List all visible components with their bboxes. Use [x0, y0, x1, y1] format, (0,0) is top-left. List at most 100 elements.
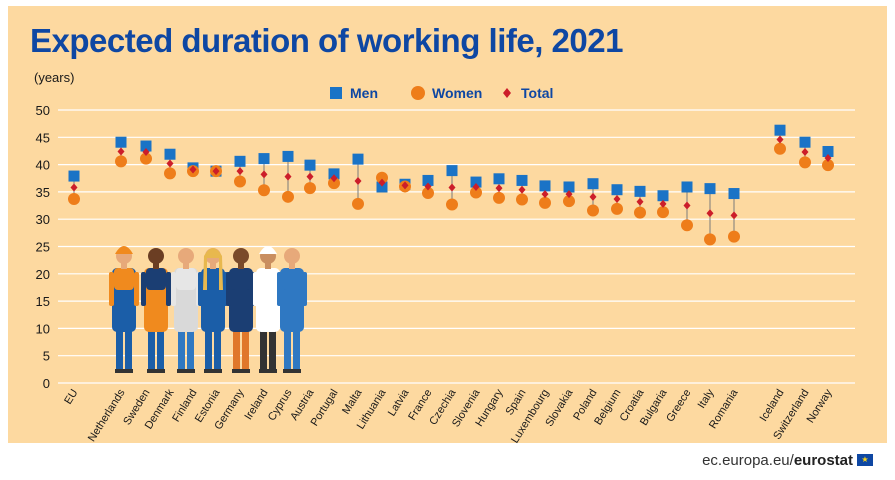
men-marker: [352, 153, 364, 165]
total-marker: [541, 190, 549, 199]
legend-label: Men: [350, 85, 378, 101]
women-marker: [446, 198, 458, 211]
men-marker: [822, 145, 834, 157]
chart-title: Expected duration of working life, 2021: [30, 22, 623, 59]
x-tick-label: Greece: [664, 387, 693, 424]
women-marker: [258, 184, 270, 197]
total-marker: [378, 178, 386, 187]
y-tick-label: 10: [36, 321, 50, 336]
total-marker: [565, 190, 573, 199]
women-marker: [634, 206, 646, 219]
women-marker: [516, 193, 528, 206]
total-marker: [284, 172, 292, 181]
women-marker: [282, 190, 294, 203]
y-tick-label: 45: [36, 130, 50, 145]
y-tick-label: 5: [43, 349, 50, 364]
total-marker: [70, 183, 78, 192]
total-marker: [472, 182, 480, 191]
y-tick-label: 15: [36, 294, 50, 309]
y-axis-unit-label: (years): [34, 70, 75, 85]
total-marker: [495, 184, 503, 193]
y-tick-label: 25: [36, 240, 50, 255]
total-marker: [401, 181, 409, 190]
worker-figure: [109, 246, 139, 373]
women-marker: [704, 233, 716, 246]
total-marker: [189, 165, 197, 174]
workers-illustration: [109, 246, 307, 373]
legend-men-symbol: [330, 87, 342, 99]
women-marker: [611, 202, 623, 215]
total-marker: [448, 183, 456, 192]
women-marker: [470, 186, 482, 199]
grid-lines: [58, 109, 855, 384]
women-marker: [539, 196, 551, 209]
worker-figure: [277, 248, 307, 373]
y-tick-label: 40: [36, 158, 50, 173]
women-marker: [164, 167, 176, 180]
men-marker: [258, 153, 270, 165]
women-marker: [728, 230, 740, 243]
men-marker: [657, 190, 669, 202]
total-marker: [613, 194, 621, 203]
total-marker: [659, 199, 667, 208]
men-marker: [774, 124, 786, 136]
men-marker: [681, 181, 693, 193]
worker-figure: [171, 248, 201, 373]
women-marker: [115, 155, 127, 168]
men-marker: [493, 173, 505, 185]
y-tick-label: 50: [36, 103, 50, 118]
women-marker: [304, 182, 316, 195]
total-marker: [824, 154, 832, 163]
x-tick-labels: EU NetherlandsSwedenDenmarkFinlandEstonia…: [62, 386, 835, 445]
men-marker: [563, 181, 575, 193]
total-marker: [589, 192, 597, 201]
y-tick-label: 35: [36, 185, 50, 200]
women-marker: [328, 177, 340, 190]
women-marker: [140, 152, 152, 165]
men-marker: [234, 155, 246, 167]
men-marker: [728, 188, 740, 200]
men-marker: [704, 183, 716, 195]
footer-site: ec.europa.eu/: [702, 452, 794, 469]
men-marker: [470, 176, 482, 188]
eu-flag-icon: ★: [857, 454, 873, 466]
data-markers: [68, 124, 834, 246]
women-marker: [657, 206, 669, 219]
women-marker: [422, 186, 434, 199]
women-marker: [352, 197, 364, 210]
men-marker: [587, 178, 599, 190]
men-marker: [115, 136, 127, 148]
total-marker: [354, 176, 362, 185]
women-marker: [681, 219, 693, 232]
footer-brand: eurostat: [793, 452, 853, 469]
women-marker: [774, 142, 786, 155]
x-tick-label: Malta: [340, 386, 365, 416]
y-tick-labels: 0 5 10 15 20 25 30 35 40 45 50: [36, 103, 50, 391]
y-tick-label: 0: [43, 376, 50, 391]
total-marker: [776, 135, 784, 144]
women-marker: [563, 195, 575, 208]
women-marker: [234, 175, 246, 188]
men-marker: [516, 174, 528, 186]
worker-figure: [253, 246, 283, 373]
total-marker: [142, 148, 150, 157]
total-marker: [166, 159, 174, 168]
men-marker: [611, 184, 623, 196]
men-marker: [68, 170, 80, 182]
x-tick-label: Netherlands: [86, 387, 128, 444]
men-marker: [422, 174, 434, 186]
y-tick-label: 20: [36, 267, 50, 282]
x-tick-label: Italy: [696, 387, 717, 411]
y-tick-label: 30: [36, 212, 50, 227]
women-marker: [799, 156, 811, 169]
legend-women-symbol: [411, 86, 425, 100]
legend-label: Women: [432, 85, 482, 101]
total-marker: [306, 172, 314, 181]
women-marker: [376, 171, 388, 184]
worker-figure: [198, 248, 228, 373]
legend: Men Women Total: [330, 85, 553, 101]
legend-label: Total: [521, 85, 553, 101]
total-marker: [117, 147, 125, 156]
worker-figure: [141, 248, 171, 373]
